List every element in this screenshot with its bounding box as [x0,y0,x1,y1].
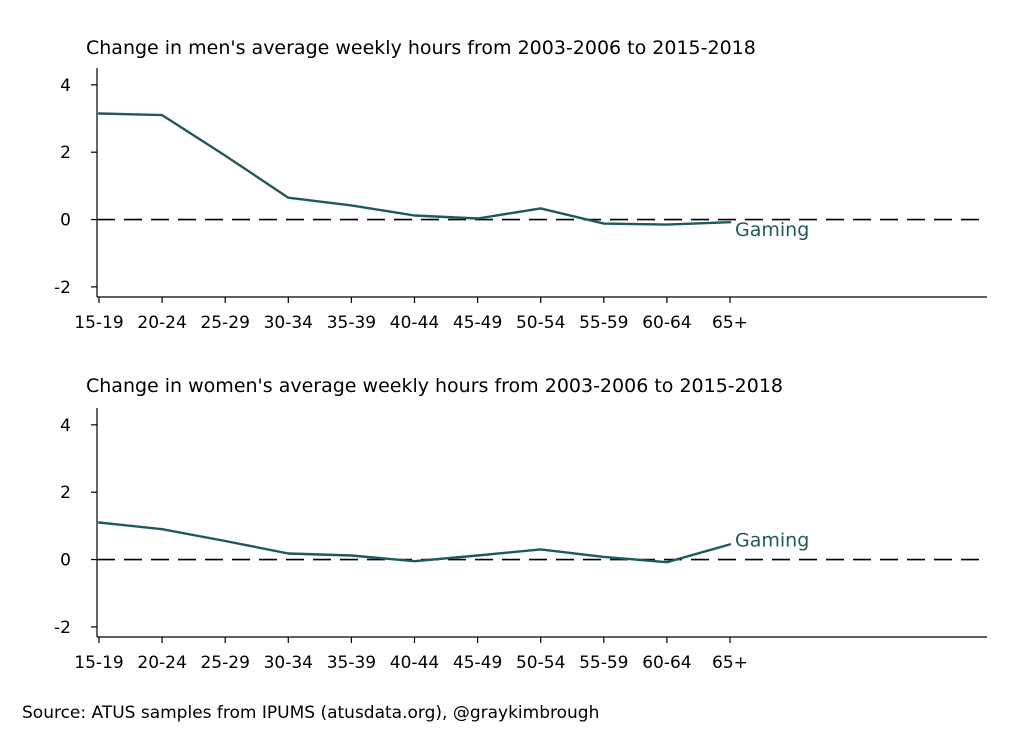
x-tick-label: 30-34 [264,653,313,673]
y-tick-label: 2 [60,483,71,503]
x-tick-label: 40-44 [390,653,439,673]
x-tick-label: 20-24 [137,653,186,673]
series-line-gaming [99,523,730,563]
y-tick-label: 2 [60,143,71,163]
x-tick-label: 20-24 [137,313,186,333]
y-tick-label: 0 [60,211,71,231]
x-tick-label: 50-54 [516,653,565,673]
men-panel: Change in men's average weekly hours fro… [54,37,987,333]
series-line-gaming [99,114,730,225]
y-tick-label: 4 [60,416,71,436]
x-tick-label: 30-34 [264,313,313,333]
y-tick-label: 4 [60,76,71,96]
y-tick-label: -2 [54,618,71,638]
x-tick-label: 50-54 [516,313,565,333]
panel-title: Change in men's average weekly hours fro… [86,37,756,59]
x-tick-label: 25-29 [200,313,249,333]
y-tick-label: 0 [60,551,71,571]
x-tick-label: 25-29 [200,653,249,673]
x-tick-label: 15-19 [74,653,123,673]
x-tick-label: 15-19 [74,313,123,333]
series-label-gaming: Gaming [735,219,809,241]
x-tick-label: 65+ [712,653,748,673]
x-tick-label: 60-64 [642,653,691,673]
women-panel: Change in women's average weekly hours f… [54,375,987,673]
x-tick-label: 60-64 [642,313,691,333]
x-tick-label: 35-39 [327,313,376,333]
source-note: Source: ATUS samples from IPUMS (atusdat… [22,703,599,723]
x-tick-label: 35-39 [327,653,376,673]
panel-title: Change in women's average weekly hours f… [86,375,783,397]
x-tick-label: 45-49 [453,313,502,333]
x-tick-label: 45-49 [453,653,502,673]
x-tick-label: 55-59 [579,313,628,333]
y-tick-label: -2 [54,278,71,298]
series-label-gaming: Gaming [735,529,809,551]
x-tick-label: 65+ [712,313,748,333]
x-tick-label: 40-44 [390,313,439,333]
x-tick-label: 55-59 [579,653,628,673]
